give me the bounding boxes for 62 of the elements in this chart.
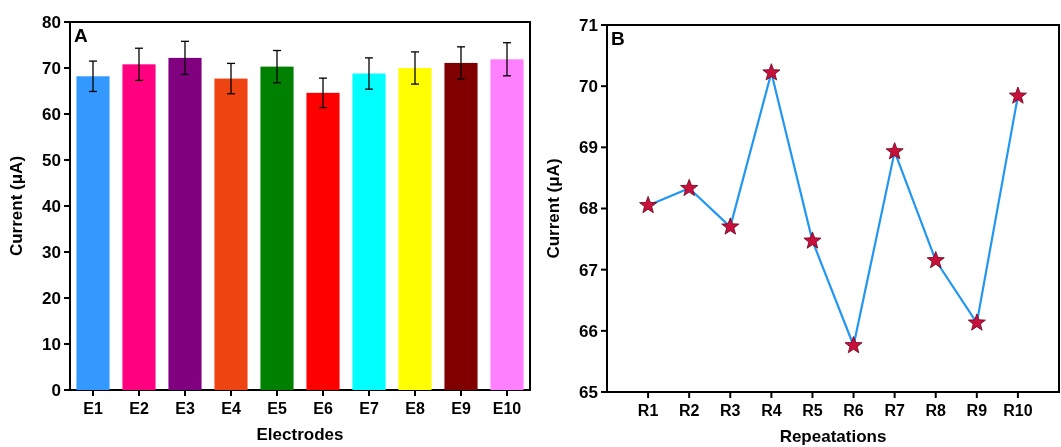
y-tick-label: 66 <box>579 321 598 341</box>
x-tick-label: E8 <box>405 400 425 417</box>
y-tick-label: 68 <box>579 199 598 219</box>
y-axis-title: Current (μA) <box>7 155 26 257</box>
x-tick-label: E6 <box>313 400 333 417</box>
bar <box>214 78 248 390</box>
y-tick-label: 70 <box>579 77 598 97</box>
point <box>1008 86 1027 104</box>
point <box>721 217 740 235</box>
point <box>803 231 822 249</box>
x-tick-label: E9 <box>451 400 471 417</box>
x-tick-label: R1 <box>637 402 659 419</box>
y-tick-label: 69 <box>579 138 598 158</box>
bar <box>490 59 524 390</box>
y-tick-label: 20 <box>42 288 61 308</box>
y-tick-label: 10 <box>42 334 61 354</box>
point <box>967 313 986 331</box>
x-tick-label: R10 <box>1003 402 1033 419</box>
bar <box>76 76 110 390</box>
annotation: B <box>611 28 625 49</box>
x-tick-label: E5 <box>267 400 287 417</box>
y-tick-label: 40 <box>42 196 61 216</box>
x-tick-label: R7 <box>884 402 905 419</box>
x-tick-label: R8 <box>925 402 947 419</box>
point <box>844 336 863 354</box>
y-tick-label: 30 <box>42 242 61 262</box>
y-tick-label: 60 <box>42 104 61 124</box>
point <box>885 142 904 160</box>
x-tick-label: R3 <box>720 402 741 419</box>
x-tick-label: E7 <box>359 400 379 417</box>
y-axis-title: Current (μA) <box>544 158 563 259</box>
x-axis-title: Electrodes <box>256 425 344 444</box>
y-tick-label: 65 <box>579 382 598 402</box>
x-tick-label: E4 <box>221 400 241 417</box>
x-tick-label: R5 <box>802 402 823 419</box>
bar <box>122 64 156 390</box>
x-tick-label: E10 <box>492 400 522 417</box>
bar <box>398 68 432 390</box>
point <box>680 178 699 196</box>
bar <box>306 92 340 390</box>
x-tick-label: E3 <box>175 400 195 417</box>
point <box>762 63 781 81</box>
y-tick-label: 67 <box>579 260 598 280</box>
point <box>639 196 658 214</box>
y-tick-label: 0 <box>51 380 61 400</box>
bar <box>260 66 294 390</box>
y-tick-label: 71 <box>579 15 598 35</box>
point <box>926 251 945 269</box>
y-tick-label: 80 <box>42 12 61 32</box>
x-tick-label: R6 <box>843 402 864 419</box>
y-tick-label: 70 <box>42 58 61 78</box>
annotation: A <box>74 25 88 46</box>
x-tick-label: R2 <box>678 402 700 419</box>
y-tick-label: 50 <box>42 150 61 170</box>
x-tick-label: R9 <box>966 402 988 419</box>
x-tick-label: E1 <box>83 400 103 417</box>
x-axis-title: Repeatations <box>779 427 887 446</box>
bar <box>444 62 478 390</box>
x-tick-label: R4 <box>761 402 782 419</box>
bar <box>168 57 202 390</box>
x-tick-label: E2 <box>129 400 149 417</box>
bar <box>352 73 386 390</box>
